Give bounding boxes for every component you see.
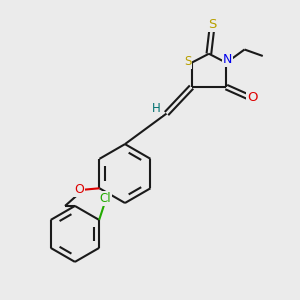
Text: H: H bbox=[152, 102, 161, 115]
Text: S: S bbox=[184, 55, 191, 68]
Text: Cl: Cl bbox=[99, 192, 111, 205]
Text: O: O bbox=[74, 183, 84, 196]
Text: O: O bbox=[247, 92, 258, 104]
Text: S: S bbox=[208, 18, 217, 31]
Text: N: N bbox=[223, 53, 232, 66]
